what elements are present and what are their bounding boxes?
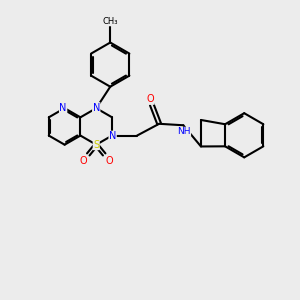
Text: O: O	[106, 156, 113, 166]
Text: NH: NH	[177, 127, 190, 136]
Text: N: N	[109, 131, 116, 141]
Text: O: O	[79, 156, 87, 166]
Text: O: O	[146, 94, 154, 104]
Text: N: N	[59, 103, 67, 112]
Text: S: S	[93, 140, 99, 150]
Text: N: N	[92, 103, 100, 112]
Text: CH₃: CH₃	[103, 17, 118, 26]
